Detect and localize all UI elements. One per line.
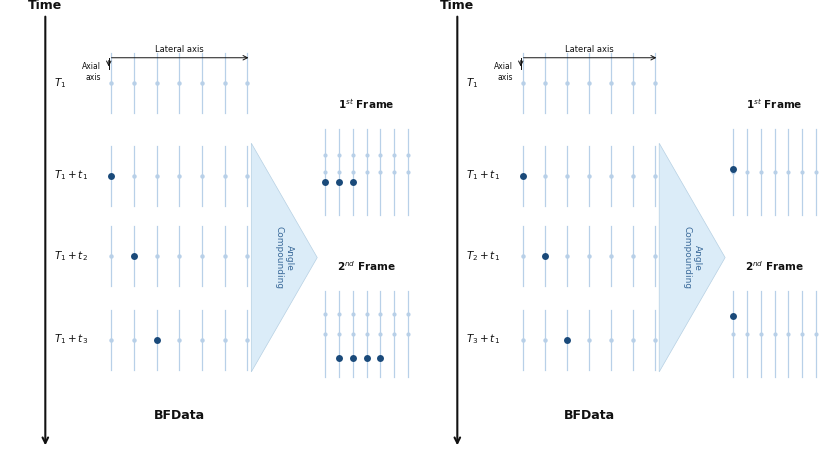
Text: $T_1 + t_1$: $T_1 + t_1$ — [54, 169, 87, 182]
Text: Axial
axis: Axial axis — [82, 62, 101, 82]
Text: $T_3 + t_1$: $T_3 + t_1$ — [466, 333, 499, 346]
Text: BFData: BFData — [564, 409, 615, 422]
Text: Angle
Compounding: Angle Compounding — [274, 226, 294, 289]
Text: $T_1 + t_2$: $T_1 + t_2$ — [54, 249, 87, 263]
Text: 2$^{nd}$ Frame: 2$^{nd}$ Frame — [745, 259, 804, 273]
Text: $T_1 + t_3$: $T_1 + t_3$ — [54, 333, 87, 346]
Text: Time: Time — [28, 0, 63, 12]
Polygon shape — [659, 143, 725, 372]
Text: Lateral axis: Lateral axis — [155, 45, 204, 54]
Text: $T_2 + t_1$: $T_2 + t_1$ — [466, 249, 499, 263]
Text: Lateral axis: Lateral axis — [564, 45, 614, 54]
Text: $T_1 + t_1$: $T_1 + t_1$ — [466, 169, 499, 182]
Text: $T_1$: $T_1$ — [466, 76, 478, 90]
Text: 2$^{nd}$ Frame: 2$^{nd}$ Frame — [337, 259, 396, 273]
Text: Axial
axis: Axial axis — [494, 62, 513, 82]
Text: Angle
Compounding: Angle Compounding — [682, 226, 702, 289]
Text: 1$^{st}$ Frame: 1$^{st}$ Frame — [747, 97, 803, 111]
Text: 1$^{st}$ Frame: 1$^{st}$ Frame — [339, 97, 395, 111]
Polygon shape — [251, 143, 317, 372]
Text: BFData: BFData — [153, 409, 205, 422]
Text: Time: Time — [440, 0, 475, 12]
Text: $T_1$: $T_1$ — [54, 76, 66, 90]
